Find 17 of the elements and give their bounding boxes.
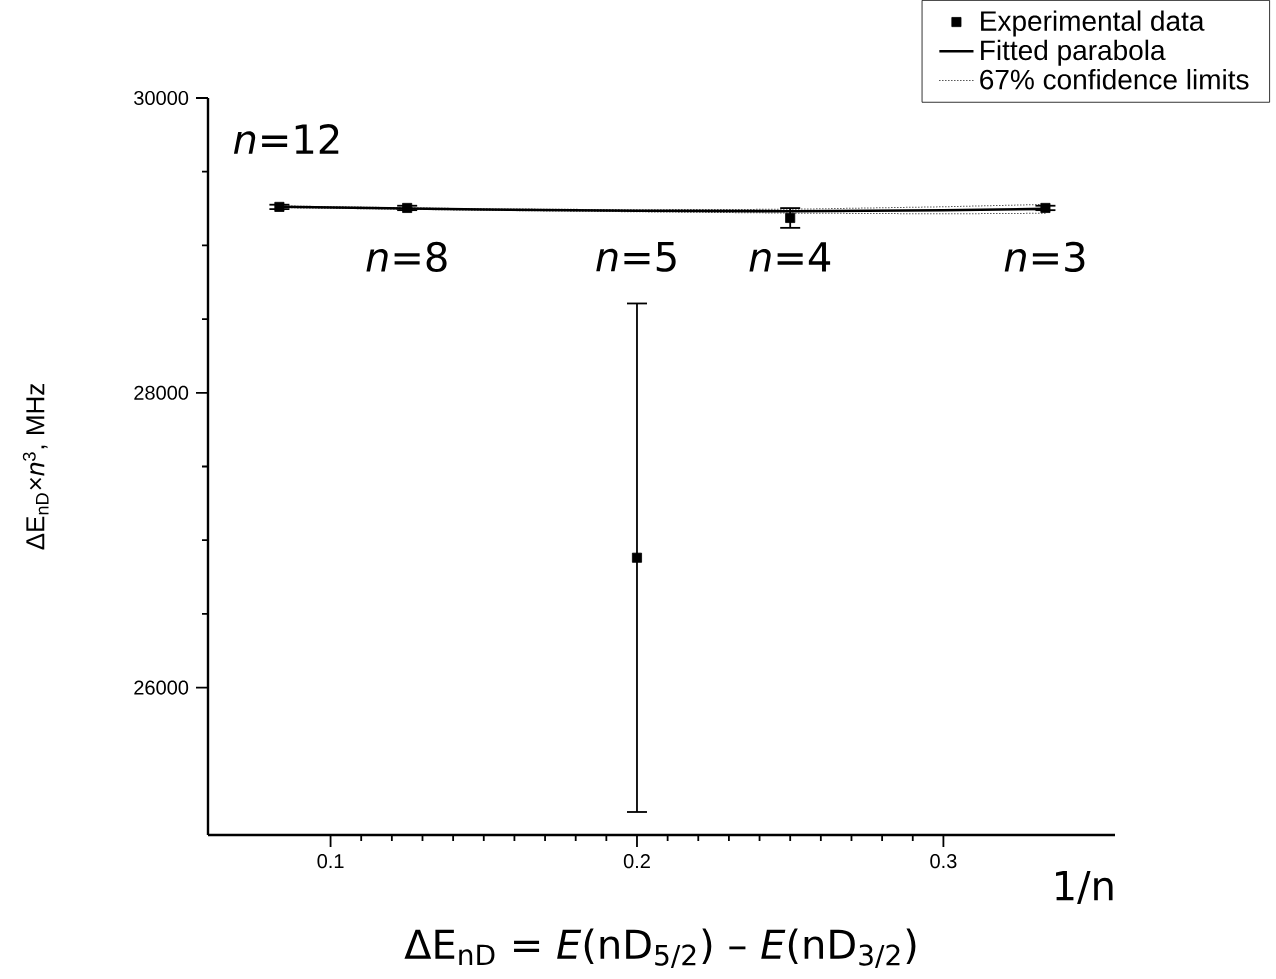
text: ΔE$_{nD}$ = E(nD$_{5/2}$) – E(nD$_{3/2}$) xyxy=(404,928,916,968)
legend-label: Fitted parabola xyxy=(981,39,1166,66)
y-tick-label: 26000 xyxy=(134,680,189,695)
annotation: n=4 xyxy=(749,242,831,272)
annotation: n=3 xyxy=(1004,241,1085,273)
annotation: n=5 xyxy=(596,242,676,272)
x-axis-title: 1/n xyxy=(1056,871,1113,904)
legend-label: 67% confidence limits xyxy=(980,68,1249,90)
y-axis-title: ΔE$_{nD}$×n$^{3}$, MHz xyxy=(22,384,49,550)
annotation: n=12 xyxy=(233,124,339,154)
legend-label: Experimental data xyxy=(981,10,1205,37)
x-tick-label: 0.2 xyxy=(623,854,650,869)
x-tick-label: 0.3 xyxy=(930,854,957,869)
annotation: n=8 xyxy=(366,241,447,273)
y-tick-label: 28000 xyxy=(134,385,189,400)
y-tick-label: 30000 xyxy=(134,90,189,106)
x-tick-label: 0.1 xyxy=(317,854,344,869)
